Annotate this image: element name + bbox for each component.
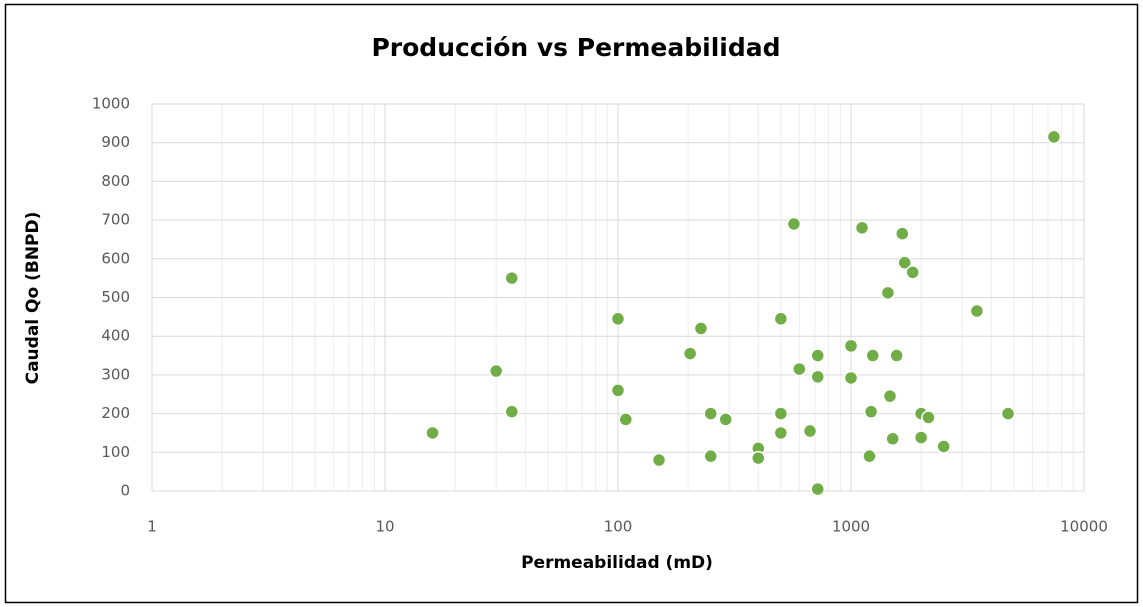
point (882, 388, 898, 404)
point (854, 220, 870, 236)
point (921, 410, 936, 425)
point (905, 265, 920, 280)
point (651, 452, 667, 468)
point (936, 439, 951, 454)
point (810, 348, 826, 363)
y-tick-label: 300 (101, 365, 130, 383)
point (682, 346, 698, 361)
y-tick-label: 900 (101, 133, 130, 151)
y-tick-label: 700 (101, 211, 130, 229)
point (773, 406, 789, 421)
y-tick-label: 600 (101, 249, 130, 267)
point (895, 226, 910, 241)
x-tick-label: 1 (147, 518, 157, 536)
point (504, 404, 520, 419)
point (1000, 406, 1016, 421)
chart-title: Producción vs Permeabilidad (371, 33, 780, 62)
point (863, 404, 879, 419)
point (810, 369, 826, 385)
point (802, 423, 818, 439)
point (865, 348, 881, 363)
x-tick-label: 100 (604, 518, 633, 536)
point (488, 363, 504, 379)
x-tick-label: 1000 (832, 518, 870, 536)
point (773, 425, 789, 441)
point (504, 270, 520, 286)
point (897, 255, 912, 270)
point (810, 481, 826, 497)
point (880, 285, 896, 301)
y-tick-label: 200 (101, 404, 130, 422)
point (610, 383, 626, 398)
point (751, 450, 766, 466)
y-tick-label: 800 (101, 172, 130, 190)
y-tick-label: 500 (101, 288, 130, 306)
plot (425, 129, 1062, 497)
y-tick-label: 1000 (92, 95, 130, 113)
x-tick-label: 10000 (1060, 518, 1108, 536)
point (843, 338, 859, 354)
point (792, 361, 807, 377)
point (693, 321, 709, 336)
point (1046, 129, 1062, 145)
point (618, 412, 634, 427)
point (862, 448, 877, 464)
chart-frame (4, 3, 1139, 604)
point (610, 311, 626, 327)
point (889, 348, 904, 363)
y-tick-label: 0 (120, 482, 130, 500)
point (885, 431, 900, 447)
grid (151, 103, 1085, 492)
point (718, 412, 733, 427)
point (913, 430, 929, 445)
point (703, 406, 718, 421)
x-tick-label: 10 (375, 518, 394, 536)
point (425, 425, 440, 441)
point (773, 311, 789, 327)
x-axis-title: Permeabilidad (mD) (521, 553, 713, 573)
y-tick-label: 100 (101, 443, 130, 461)
point (703, 448, 718, 464)
point (786, 216, 802, 232)
y-axis-title: Caudal Qo (BNPD) (23, 212, 43, 385)
point (843, 370, 859, 386)
point (969, 303, 985, 319)
y-tick-label: 400 (101, 327, 130, 345)
